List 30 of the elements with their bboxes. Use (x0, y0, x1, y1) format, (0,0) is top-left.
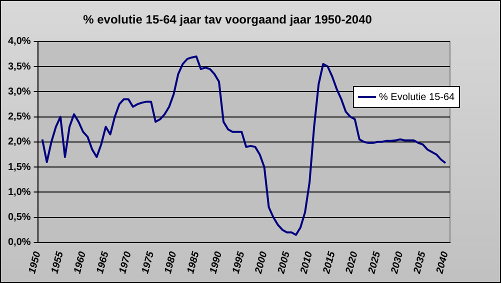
y-tick-label: 2,5% (8, 112, 31, 123)
x-tick-label: 1985 (186, 250, 202, 275)
x-tick-label: 2040 (434, 250, 452, 276)
y-tick-label: 1,5% (8, 162, 31, 173)
x-tick-label: 2025 (366, 250, 384, 276)
x-tick-label: 1990 (208, 250, 225, 275)
y-tick-label: 0,0% (8, 237, 31, 248)
legend-label: % Evolutie 15-64 (379, 92, 455, 102)
y-tick-label: 2,0% (8, 136, 31, 148)
y-tick-label: 0,5% (8, 212, 31, 224)
x-tick-label: 1970 (118, 250, 134, 275)
x-tick-label: 2005 (276, 250, 293, 276)
x-tick-label: 2035 (412, 250, 428, 276)
y-tick-label: 1,0% (8, 186, 31, 198)
x-tick-label: 2020 (344, 250, 361, 276)
y-tick-label: 3,5% (8, 61, 31, 72)
x-tick-label: 2000 (253, 250, 270, 276)
x-tick-label: 1995 (230, 250, 248, 275)
x-tick-label: 1960 (72, 250, 89, 275)
x-tick-label: 2030 (389, 250, 406, 276)
y-tick-label: 3,0% (8, 86, 31, 98)
y-tick-label: 4,0% (8, 36, 31, 48)
x-tick-label: 1980 (162, 250, 180, 275)
x-tick-label: 1955 (50, 250, 66, 275)
chart-title: % evolutie 15-64 jaar tav voorgaand jaar 1950-2040 (83, 12, 372, 27)
x-tick-label: 2010 (298, 250, 316, 276)
x-tick-label: 1975 (140, 250, 157, 275)
x-tick-label: 1950 (26, 250, 44, 275)
x-tick-label: 1965 (94, 250, 112, 275)
x-tick-label: 2015 (321, 250, 338, 276)
